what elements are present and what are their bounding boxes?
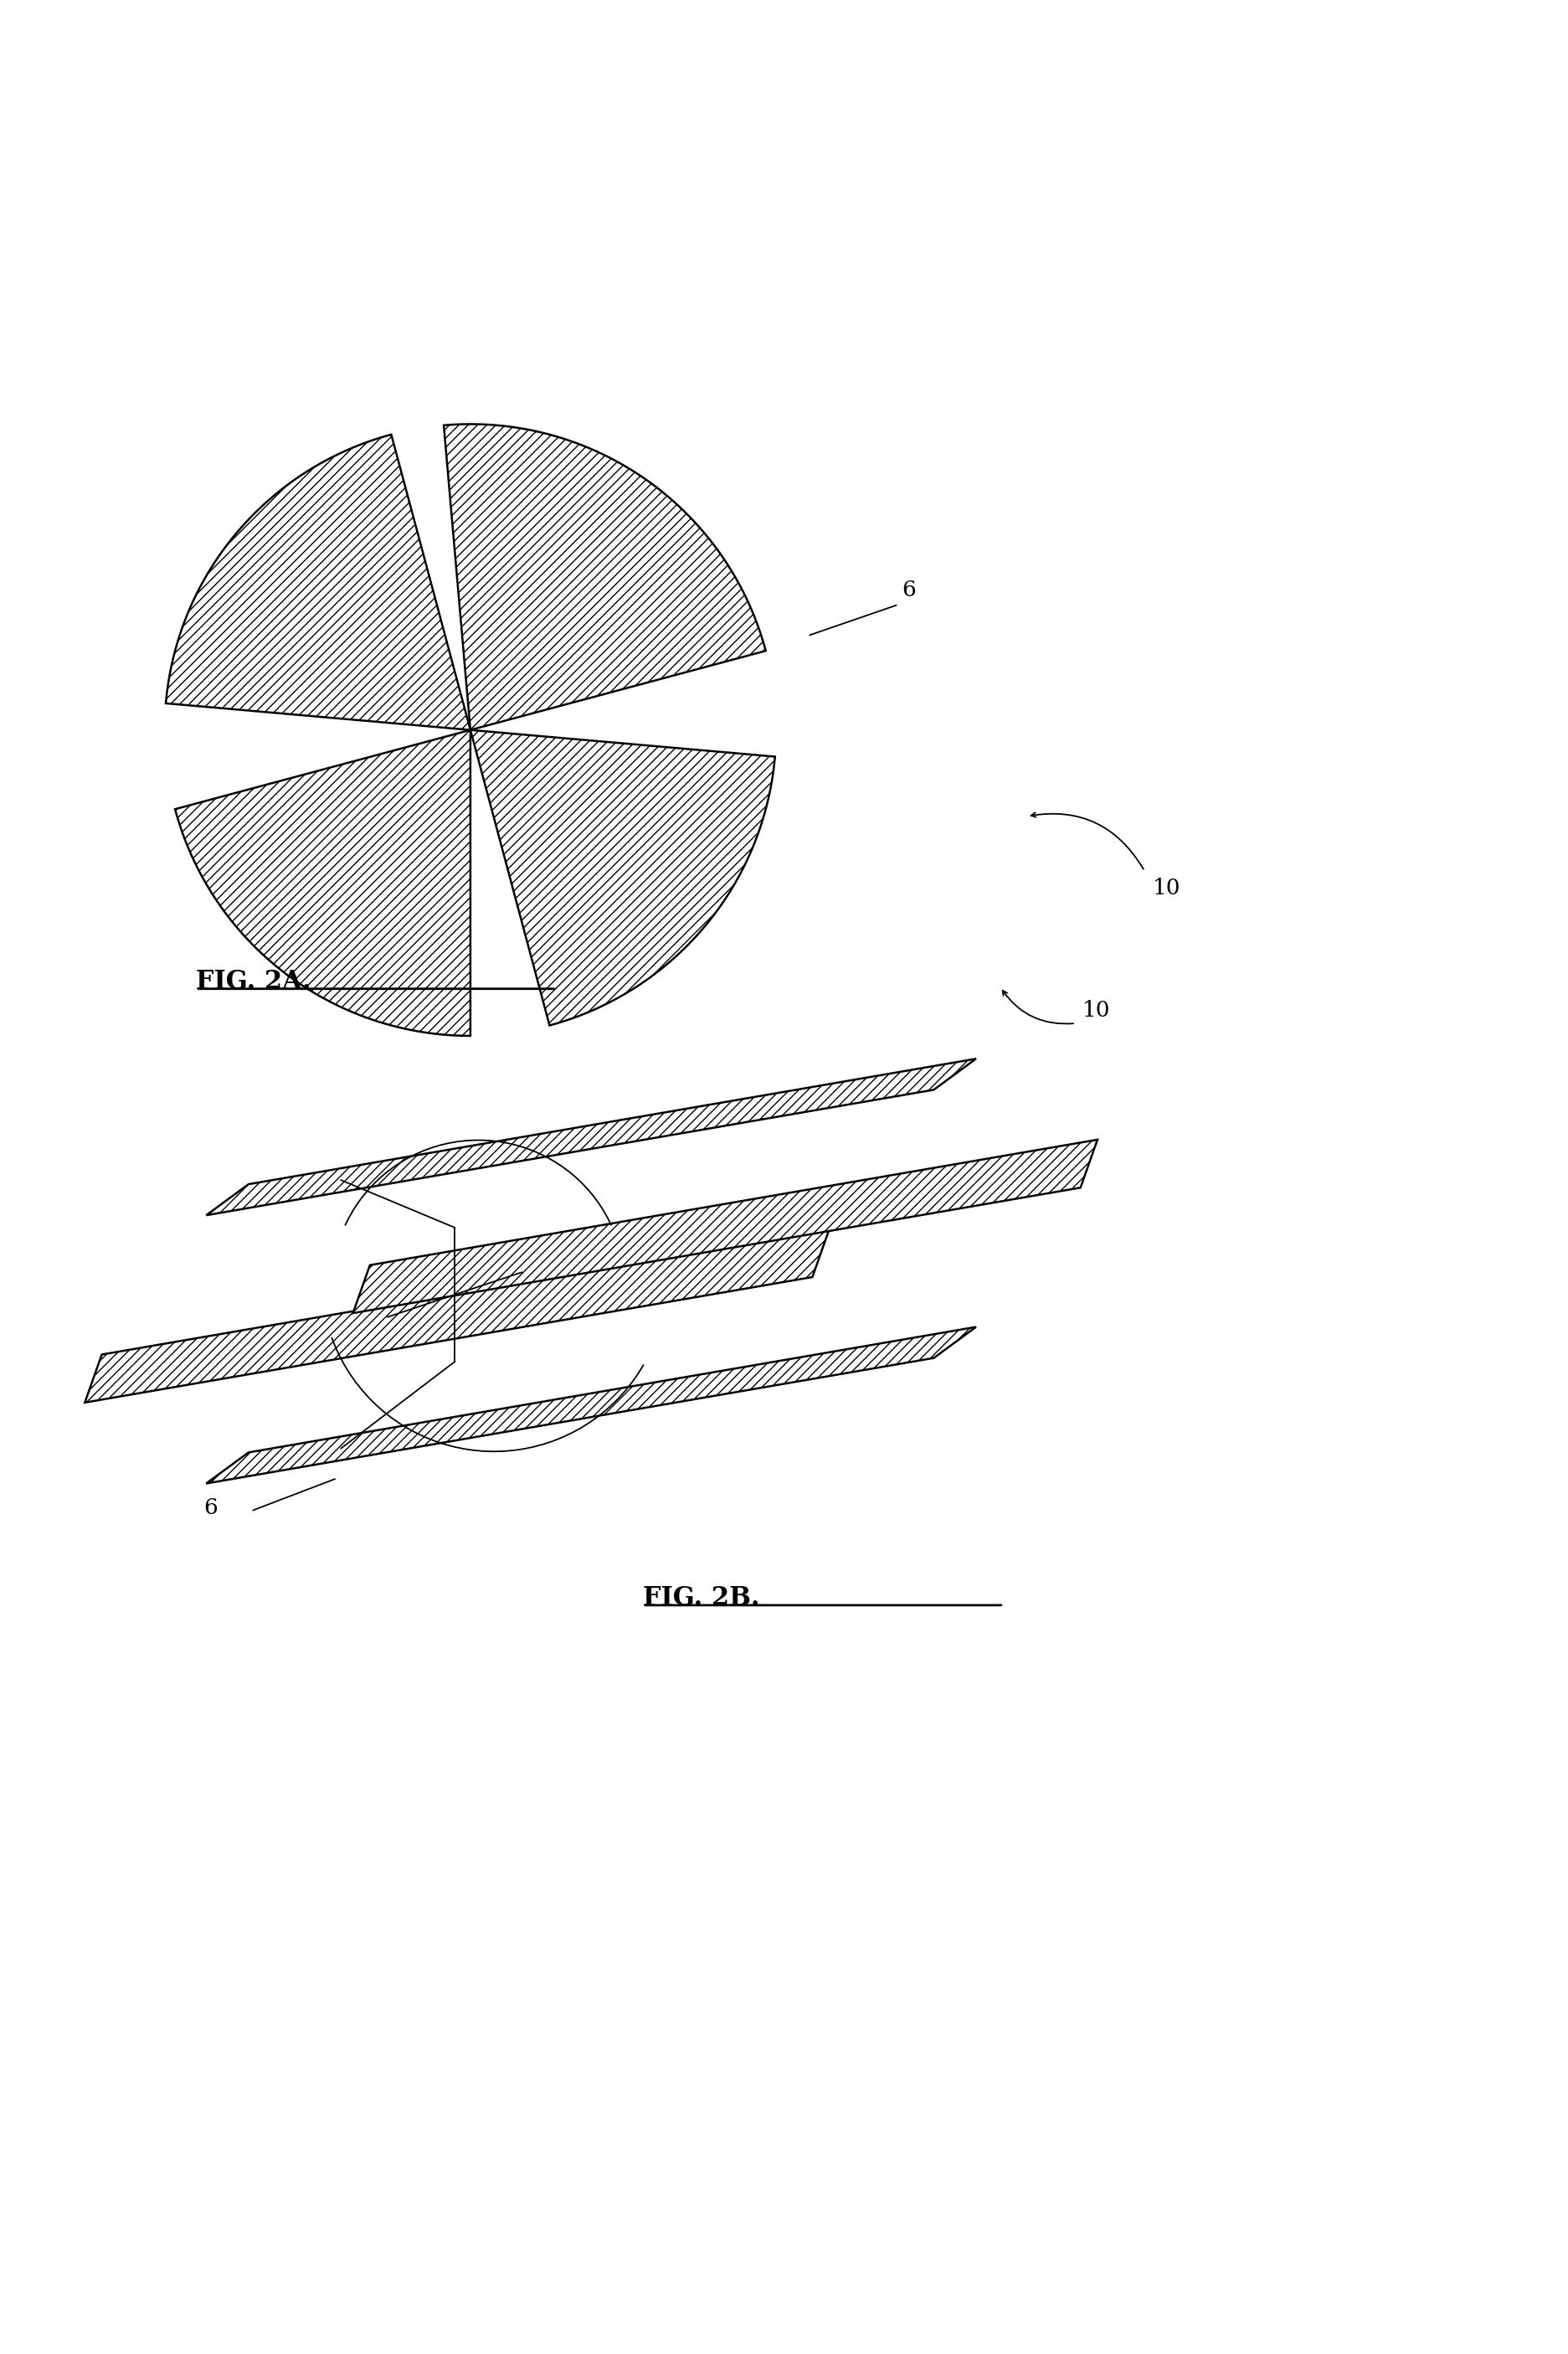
Text: 6: 6 bbox=[204, 1497, 218, 1518]
Text: 6: 6 bbox=[902, 579, 916, 600]
Polygon shape bbox=[470, 730, 775, 1026]
Text: 10: 10 bbox=[1152, 878, 1181, 899]
Text: FIG. 2B.: FIG. 2B. bbox=[643, 1584, 759, 1610]
Polygon shape bbox=[205, 1059, 975, 1215]
Polygon shape bbox=[205, 1328, 975, 1483]
Text: FIG. 2A.: FIG. 2A. bbox=[196, 970, 310, 996]
Polygon shape bbox=[166, 435, 470, 730]
Polygon shape bbox=[85, 1229, 829, 1403]
Polygon shape bbox=[444, 424, 765, 730]
Text: 10: 10 bbox=[1082, 1000, 1110, 1022]
Polygon shape bbox=[353, 1139, 1098, 1314]
Polygon shape bbox=[176, 730, 470, 1036]
